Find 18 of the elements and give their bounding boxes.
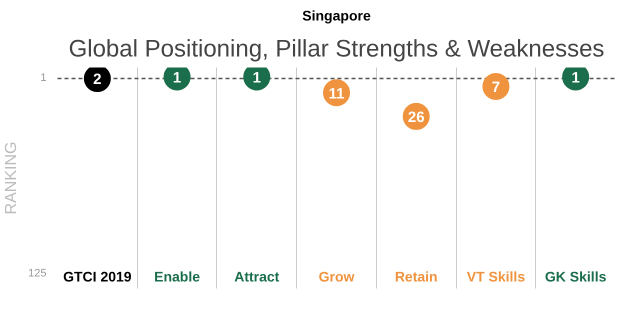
x-tick-label: Grow — [318, 268, 354, 284]
x-tick-label: GTCI 2019 — [63, 268, 132, 284]
data-label: 11 — [328, 85, 344, 102]
data-label: 1 — [252, 69, 261, 86]
data-label: 1 — [172, 69, 182, 86]
x-tick-label: Attract — [234, 268, 280, 284]
y-axis-title: RANKING — [3, 142, 20, 214]
data-label: 2 — [93, 71, 102, 88]
chart-title: Singapore — [302, 8, 371, 24]
data-label: 1 — [571, 69, 580, 86]
y-tick-label: 125 — [28, 268, 47, 280]
x-tick-label: Retain — [394, 268, 438, 284]
x-tick-label: VT Skills — [466, 268, 526, 284]
chart-subtitle: Global Positioning, Pillar Strengths & Weaknesses — [68, 36, 604, 62]
x-tick-label: Enable — [154, 268, 200, 284]
data-label: 26 — [408, 108, 425, 126]
data-label: 7 — [492, 78, 500, 96]
x-tick-label: GK Skills — [544, 268, 607, 284]
